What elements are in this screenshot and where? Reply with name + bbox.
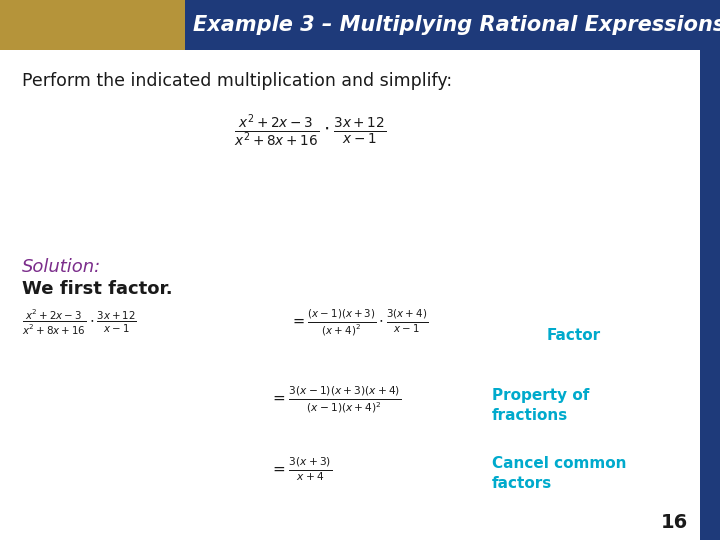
Text: $= \frac{(x-1)(x+3)}{(x+4)^2} \cdot \frac{3(x+4)}{x-1}$: $= \frac{(x-1)(x+3)}{(x+4)^2} \cdot \fra… xyxy=(290,308,428,338)
Text: 16: 16 xyxy=(661,513,688,532)
Bar xyxy=(0,0,185,50)
Text: $\frac{x^2+2x-3}{x^2+8x+16} \cdot \frac{3x+12}{x-1}$: $\frac{x^2+2x-3}{x^2+8x+16} \cdot \frac{… xyxy=(22,308,137,337)
Text: Perform the indicated multiplication and simplify:: Perform the indicated multiplication and… xyxy=(22,72,452,90)
Text: We first factor.: We first factor. xyxy=(22,280,173,298)
Bar xyxy=(185,0,700,50)
Text: Example 3 – Multiplying Rational Expressions: Example 3 – Multiplying Rational Express… xyxy=(193,15,720,35)
Text: $\frac{x^2+2x-3}{x^2+8x+16} \cdot \frac{3x+12}{x-1}$: $\frac{x^2+2x-3}{x^2+8x+16} \cdot \frac{… xyxy=(234,112,386,149)
Text: $= \frac{3(x-1)(x+3)(x+4)}{(x-1)(x+4)^2}$: $= \frac{3(x-1)(x+3)(x+4)}{(x-1)(x+4)^2}… xyxy=(270,385,401,415)
Text: Factor: Factor xyxy=(547,328,601,343)
Bar xyxy=(700,0,720,540)
Text: Cancel common
factors: Cancel common factors xyxy=(492,456,626,491)
Text: Solution:: Solution: xyxy=(22,258,102,276)
Text: $= \frac{3(x+3)}{x+4}$: $= \frac{3(x+3)}{x+4}$ xyxy=(270,455,332,483)
Text: Property of
fractions: Property of fractions xyxy=(492,388,590,423)
